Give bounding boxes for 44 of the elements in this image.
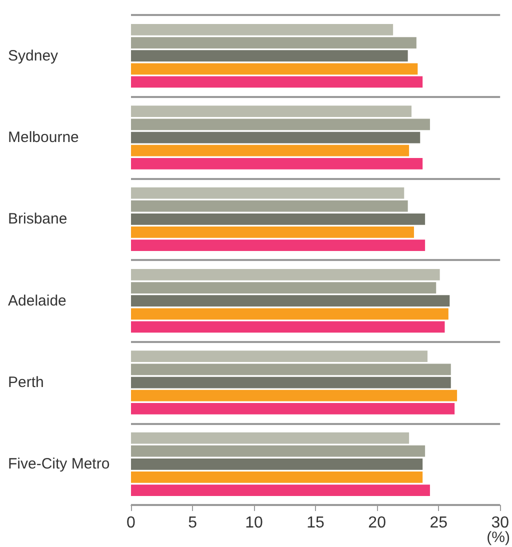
bar — [131, 200, 408, 212]
y-tick-label: Sydney — [8, 47, 59, 64]
bar — [131, 132, 420, 144]
bar — [131, 63, 418, 75]
bar — [131, 445, 426, 457]
bar — [131, 187, 404, 199]
x-tick-label: 15 — [306, 514, 325, 532]
y-tick-label: Five-City Metro — [8, 456, 110, 473]
bar — [131, 106, 412, 118]
bar — [131, 158, 423, 170]
bar — [131, 308, 448, 320]
bar — [131, 226, 414, 238]
bar — [131, 458, 423, 470]
bar — [131, 350, 428, 362]
bar — [131, 50, 408, 62]
bar — [131, 24, 394, 36]
y-tick-label: Perth — [8, 374, 44, 391]
bar — [131, 295, 450, 307]
x-axis-title: (%) — [486, 529, 510, 546]
bar — [131, 432, 410, 444]
bar — [131, 472, 423, 483]
bar — [131, 213, 426, 225]
bar — [131, 118, 430, 130]
x-tick-label: 25 — [430, 514, 448, 532]
bar — [131, 390, 458, 402]
bar — [131, 484, 430, 496]
bar — [131, 402, 455, 414]
bar — [131, 268, 440, 280]
bar — [131, 144, 410, 156]
y-tick-label: Brisbane — [8, 210, 68, 228]
bar — [131, 240, 426, 252]
bar — [131, 321, 445, 333]
x-tick-label: 10 — [245, 514, 264, 532]
x-tick-label: 30 — [491, 514, 510, 532]
bar — [131, 364, 451, 376]
bar — [131, 282, 436, 294]
x-tick-label: 5 — [188, 514, 198, 532]
y-tick-label: Adelaide — [8, 292, 66, 310]
bar — [131, 376, 451, 388]
bar — [131, 76, 423, 88]
x-tick-label: 0 — [126, 514, 136, 532]
bar — [131, 37, 416, 48]
x-tick-label: 20 — [368, 514, 386, 532]
y-tick-label: Melbourne — [8, 129, 79, 146]
